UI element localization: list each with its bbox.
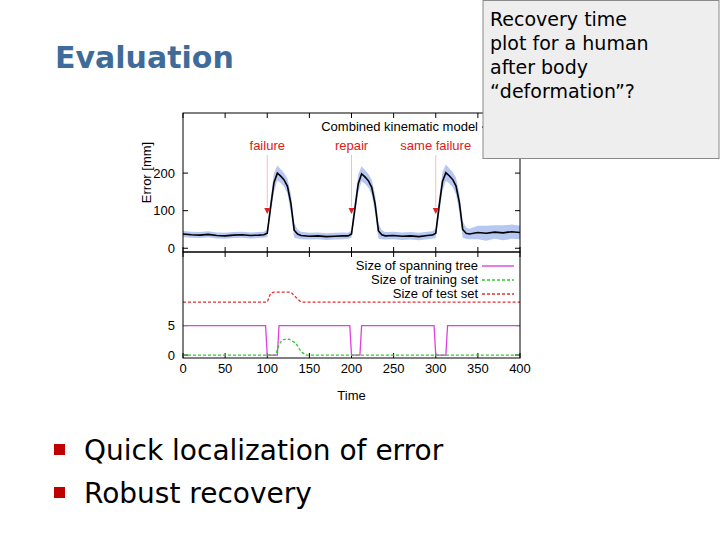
x-tick — [309, 247, 310, 252]
x-tick-label: 400 — [509, 361, 531, 376]
bullet-marker — [54, 444, 65, 455]
x-tick — [267, 113, 268, 118]
callout-text: Recovery time — [490, 8, 627, 30]
x-tick — [267, 247, 268, 252]
x-axis-label: Time — [337, 388, 365, 403]
x-tick-label: 0 — [179, 361, 186, 376]
background — [0, 0, 720, 540]
bullet-marker — [54, 487, 65, 498]
callout: Recovery timeplot for a humanafter body“… — [483, 1, 719, 159]
legend-swatch — [482, 279, 514, 280]
slide-title: Evaluation — [55, 40, 234, 75]
annotation-line — [435, 155, 436, 207]
series-line — [183, 326, 520, 355]
y-tick — [515, 173, 520, 174]
annotation-marker — [264, 208, 270, 214]
x-tick-label: 350 — [467, 361, 489, 376]
y-tick — [515, 210, 520, 211]
series-line — [183, 339, 520, 355]
slide: Evaluation0100200Error [mm]failurerepair… — [0, 0, 720, 540]
x-tick-label: 150 — [299, 361, 321, 376]
x-tick — [435, 252, 436, 257]
callout-text: “deformation”? — [490, 80, 635, 102]
x-tick — [267, 252, 268, 257]
plot-area — [183, 292, 520, 355]
annotation-label: repair — [335, 138, 369, 153]
callout-text: after body — [490, 56, 588, 78]
y-tick — [183, 173, 188, 174]
x-tick-label: 250 — [383, 361, 405, 376]
y-tick-label: 200 — [153, 166, 175, 181]
callout-box — [483, 1, 719, 159]
y-tick — [183, 248, 188, 249]
annotation-line — [351, 155, 352, 207]
y-tick — [515, 248, 520, 249]
annotation-label: same failure — [400, 138, 471, 153]
x-tick-label: 50 — [218, 361, 232, 376]
x-tick — [393, 247, 394, 252]
callout-text: plot for a human — [490, 32, 649, 54]
legend-label: Size of training set — [371, 272, 478, 287]
annotation-line — [267, 155, 268, 207]
x-tick — [225, 247, 226, 252]
plot-frame — [183, 113, 520, 252]
x-tick — [435, 247, 436, 252]
x-tick — [351, 252, 352, 257]
panel: 0 50 100 150 200 250 300 350 400 0 5 Time Size of sp… — [168, 252, 531, 403]
x-tick — [393, 252, 394, 257]
x-tick — [309, 353, 310, 358]
y-tick-label: 0 — [168, 348, 175, 363]
y-tick-label: 5 — [168, 318, 175, 333]
x-tick — [225, 252, 226, 257]
bullet-text: Robust recovery — [84, 477, 312, 510]
x-tick — [435, 113, 436, 118]
legend-label: Size of test set — [393, 286, 479, 301]
legend-swatch — [482, 265, 514, 266]
x-tick — [309, 113, 310, 118]
annotation-label: failure — [250, 138, 285, 153]
y-axis-label: Error [mm] — [139, 142, 154, 203]
x-tick-label: 200 — [341, 361, 363, 376]
x-tick-label: 100 — [256, 361, 278, 376]
bullet-text: Quick localization of error — [84, 434, 444, 467]
x-tick — [393, 113, 394, 118]
x-tick-label: 300 — [425, 361, 447, 376]
annotation-marker — [349, 208, 355, 214]
panel: 0 100 200Error [mm] failure repair same failu… — [139, 113, 520, 256]
x-tick — [477, 252, 478, 257]
x-tick — [477, 247, 478, 252]
x-tick — [477, 113, 478, 118]
x-tick — [309, 252, 310, 257]
x-tick — [351, 247, 352, 252]
y-tick-label: 100 — [153, 203, 175, 218]
legend-label: Combined kinematic model — [321, 119, 478, 134]
y-tick — [183, 210, 188, 211]
legend-label: Size of spanning tree — [356, 258, 478, 273]
plot-frame — [183, 252, 520, 358]
x-tick — [351, 113, 352, 118]
legend-swatch — [482, 293, 514, 294]
annotation-marker — [433, 208, 439, 214]
x-tick — [225, 113, 226, 118]
y-tick-label: 0 — [168, 241, 175, 256]
